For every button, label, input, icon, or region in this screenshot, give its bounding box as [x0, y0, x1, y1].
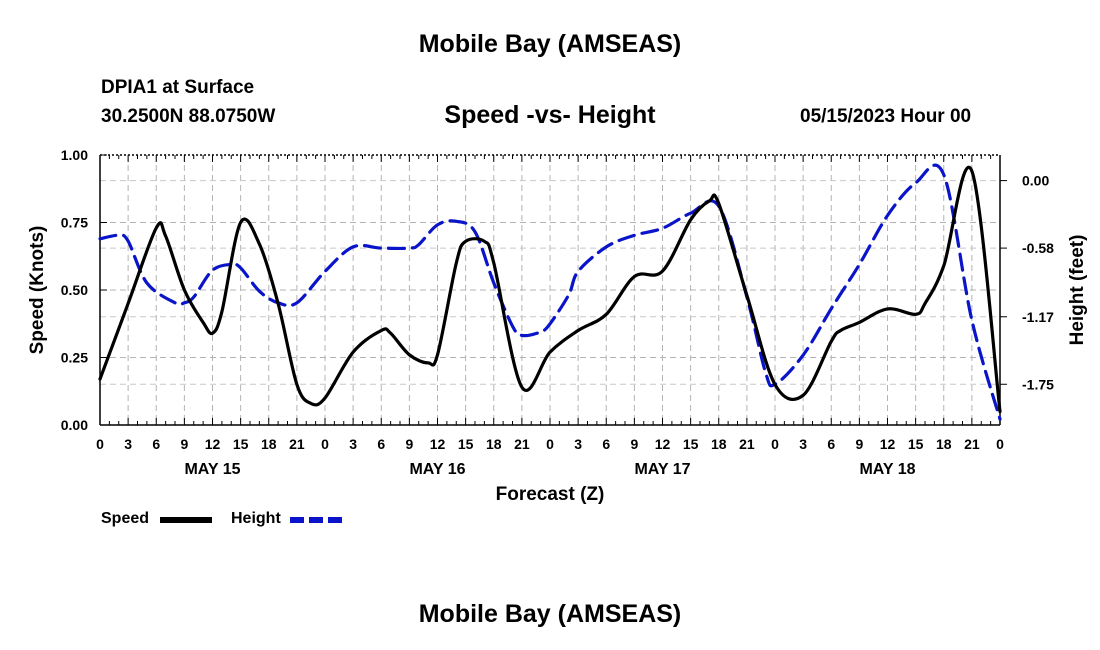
x-tick-label: 12 — [205, 436, 221, 452]
y-tick-label: 1.00 — [61, 147, 88, 163]
x-tick-label: 18 — [486, 436, 502, 452]
y-tick-label: 0.25 — [61, 350, 88, 366]
x-day-label: MAY 18 — [859, 461, 915, 478]
x-tick-label: 0 — [771, 436, 779, 452]
x-tick-label: 6 — [152, 436, 160, 452]
x-tick-label: 12 — [655, 436, 671, 452]
y2-tick-label: 0.00 — [1022, 173, 1049, 189]
x-tick-label: 21 — [964, 436, 980, 452]
station-label: DPIA1 at Surface — [101, 77, 255, 98]
x-tick-label: 6 — [377, 436, 385, 452]
x-tick-label: 9 — [180, 436, 188, 452]
y-axis-label: Speed (Knots) — [27, 226, 48, 355]
height-series-line — [98, 163, 1002, 421]
x-tick-label: 6 — [827, 436, 835, 452]
x-tick-label: 0 — [546, 436, 554, 452]
x-tick-label: 15 — [458, 436, 474, 452]
y-tick-label: 0.00 — [61, 417, 88, 433]
y-tick-label: 0.75 — [61, 215, 88, 231]
station-coordinates: 30.2500N 88.0750W — [101, 106, 276, 127]
x-tick-label: 21 — [514, 436, 530, 452]
x-tick-label: 9 — [855, 436, 863, 452]
x-tick-label: 0 — [321, 436, 329, 452]
y2-tick-label: -0.58 — [1022, 240, 1054, 256]
x-tick-label: 15 — [908, 436, 924, 452]
x-tick-label: 3 — [574, 436, 582, 452]
page-title-top: Mobile Bay (AMSEAS) — [418, 30, 682, 58]
x-tick-label: 0 — [96, 436, 104, 452]
x-tick-label: 18 — [711, 436, 727, 452]
y2-tick-label: -1.17 — [1022, 309, 1054, 325]
x-day-label: MAY 16 — [409, 461, 465, 478]
x-tick-label: 15 — [233, 436, 249, 452]
x-tick-label: 0 — [996, 436, 1004, 452]
page-title-bottom: Mobile Bay (AMSEAS) — [418, 600, 682, 628]
x-tick-label: 18 — [261, 436, 277, 452]
y2-axis-label: Height (feet) — [1067, 235, 1088, 346]
x-tick-label: 15 — [683, 436, 699, 452]
x-tick-label: 12 — [430, 436, 446, 452]
x-tick-label: 21 — [289, 436, 305, 452]
x-tick-label: 21 — [739, 436, 755, 452]
y-tick-label: 0.50 — [61, 282, 88, 298]
speed-series-line — [98, 166, 1002, 414]
chart-title: Speed -vs- Height — [444, 101, 656, 129]
x-tick-label: 3 — [124, 436, 132, 452]
x-axis-label: Forecast (Z) — [496, 484, 605, 505]
y2-tick-label: -1.75 — [1022, 376, 1054, 392]
legend-speed-label: Speed — [101, 510, 150, 527]
x-tick-label: 9 — [405, 436, 413, 452]
x-tick-label: 6 — [602, 436, 610, 452]
x-tick-label: 3 — [799, 436, 807, 452]
x-tick-label: 9 — [630, 436, 638, 452]
x-day-label: MAY 15 — [184, 461, 240, 478]
forecast-date: 05/15/2023 Hour 00 — [800, 106, 972, 127]
x-tick-label: 12 — [880, 436, 896, 452]
x-tick-label: 3 — [349, 436, 357, 452]
x-day-label: MAY 17 — [634, 461, 690, 478]
x-tick-label: 18 — [936, 436, 952, 452]
legend-height-label: Height — [231, 510, 281, 527]
